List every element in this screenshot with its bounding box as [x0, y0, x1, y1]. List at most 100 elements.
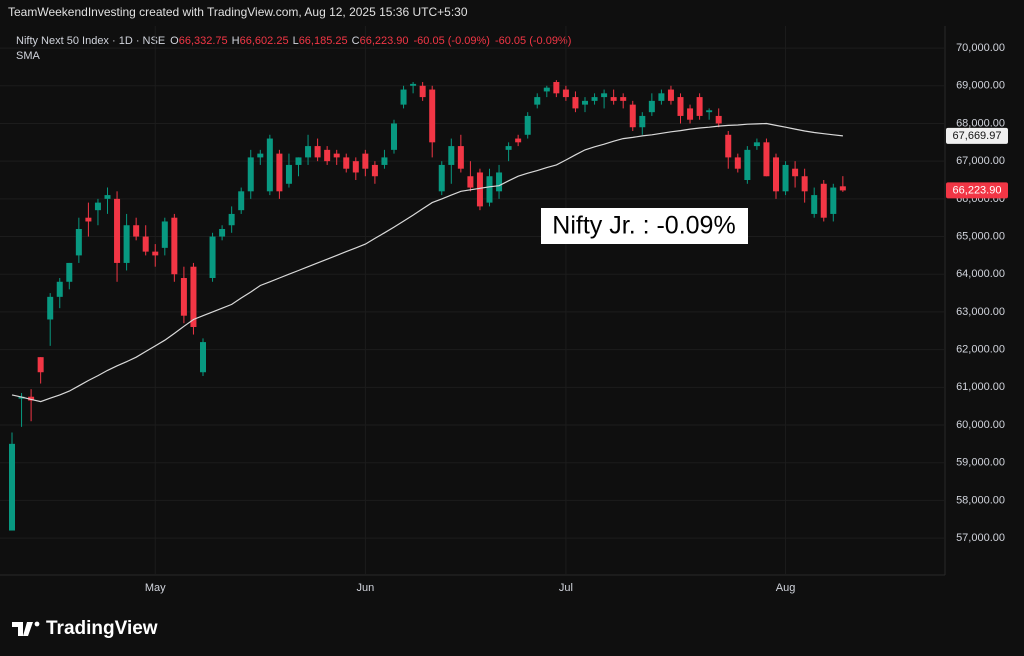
- candle-body: [314, 146, 321, 158]
- candle-body: [448, 146, 455, 165]
- last-price-box: [946, 182, 1008, 199]
- sma-price-label: 67,669.97: [953, 130, 1002, 142]
- candle-body: [85, 217, 92, 222]
- candle-body: [219, 229, 226, 237]
- logo-dot: [34, 621, 40, 627]
- candle-body: [696, 97, 703, 116]
- candle-body: [429, 89, 436, 143]
- candle-body: [276, 153, 283, 192]
- candle-body: [620, 97, 627, 101]
- y-tick-label: 61,000.00: [956, 381, 1005, 393]
- candle-body: [505, 146, 512, 150]
- candle-body: [476, 172, 483, 207]
- candle-body: [515, 138, 522, 143]
- y-tick-label: 63,000.00: [956, 306, 1005, 318]
- candle-body: [486, 176, 493, 203]
- candle-body: [28, 396, 35, 401]
- candle-body: [209, 236, 216, 279]
- candle-body: [419, 85, 426, 98]
- y-tick-label: 58,000.00: [956, 494, 1005, 506]
- last-price-label: 66,223.90: [953, 184, 1002, 196]
- candle-body: [601, 93, 608, 98]
- candle-body: [371, 164, 378, 177]
- candle-body: [247, 157, 254, 192]
- candle-body: [200, 342, 206, 373]
- candle-body: [362, 153, 369, 169]
- candle-body: [553, 82, 560, 94]
- candle-body: [610, 97, 617, 101]
- logo: TradingView: [12, 618, 158, 639]
- candle-body: [171, 217, 178, 275]
- y-tick-label: 60,000.00: [956, 419, 1005, 431]
- candle-body: [47, 296, 54, 320]
- candle-body: [457, 146, 464, 169]
- y-tick-label: 65,000.00: [956, 230, 1005, 242]
- x-tick-label: Aug: [776, 582, 796, 594]
- candle-body: [677, 97, 684, 116]
- candle-body: [543, 87, 550, 92]
- candle-body: [792, 168, 799, 177]
- candle-body: [830, 187, 837, 214]
- candle-body: [572, 97, 579, 109]
- y-tick-label: 59,000.00: [956, 457, 1005, 469]
- candle-body: [801, 176, 808, 192]
- legend-change: -60.05 (-0.09%): [495, 35, 571, 47]
- candle-body: [706, 110, 713, 113]
- candle-body: [352, 161, 359, 173]
- candle-body: [152, 251, 159, 256]
- candle-body: [763, 142, 770, 177]
- x-tick-label: Jun: [356, 582, 374, 594]
- candle-body: [285, 164, 292, 184]
- legend-line: Nifty Next 50 Index · 1D · NSE O66,332.75…: [16, 35, 571, 47]
- y-tick-label: 69,000.00: [956, 80, 1005, 92]
- candle-body: [381, 157, 388, 165]
- candle-body: [629, 104, 636, 128]
- candle-body: [37, 357, 44, 373]
- candle-body: [687, 108, 694, 120]
- candle-body: [734, 157, 741, 169]
- credit: TeamWeekendInvesting created with Tradin…: [8, 5, 468, 19]
- candle-body: [333, 153, 340, 158]
- candle-body: [94, 202, 101, 211]
- y-tick-label: 64,000.00: [956, 268, 1005, 280]
- candle-body: [562, 89, 569, 98]
- annotation-box: [541, 208, 748, 244]
- candle-body: [343, 157, 350, 169]
- symbol: Nifty Next 50 Index · 1D · NSE: [16, 35, 165, 47]
- y-tick-label: 70,000.00: [956, 42, 1005, 54]
- candle-body: [496, 172, 503, 192]
- legend-key: O: [170, 35, 179, 47]
- candle-body: [180, 278, 187, 316]
- candle-body: [295, 157, 302, 165]
- candle-body: [648, 100, 655, 113]
- candle-body: [582, 100, 588, 105]
- candle-body: [839, 186, 846, 191]
- indicator-name: SMA: [16, 50, 41, 62]
- candle-body: [591, 97, 598, 101]
- candle-body: [410, 83, 417, 86]
- candle-body: [238, 191, 245, 211]
- x-tick-label: May: [145, 582, 166, 594]
- y-tick-label: 68,000.00: [956, 117, 1005, 129]
- candle-body: [524, 115, 531, 135]
- candle-body: [658, 93, 665, 101]
- legend-value: 66,332.75: [179, 35, 228, 47]
- candle-body: [123, 225, 130, 263]
- labels: 57,000.00 58,000.00 59,000.00 60,000.00 61,0…: [145, 42, 1008, 594]
- candle-body: [66, 262, 73, 282]
- annotation: Nifty Jr. : -0.09%: [552, 212, 735, 240]
- candle-body: [438, 164, 445, 192]
- candle-body: [534, 97, 541, 105]
- legend-value: 66,602.25: [240, 35, 289, 47]
- candle-body: [9, 443, 15, 531]
- candle-body: [400, 89, 407, 105]
- candle-body: [782, 164, 789, 192]
- candle-body: [811, 195, 818, 214]
- candle-body: [667, 89, 674, 101]
- grid: [0, 26, 945, 575]
- candle-body: [324, 149, 331, 162]
- candle-body: [133, 225, 140, 237]
- y-tick-label: 67,000.00: [956, 155, 1005, 167]
